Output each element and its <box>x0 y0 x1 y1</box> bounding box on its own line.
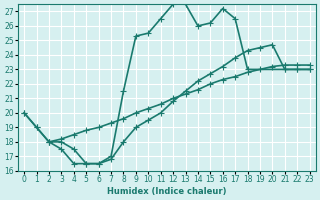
X-axis label: Humidex (Indice chaleur): Humidex (Indice chaleur) <box>107 187 227 196</box>
